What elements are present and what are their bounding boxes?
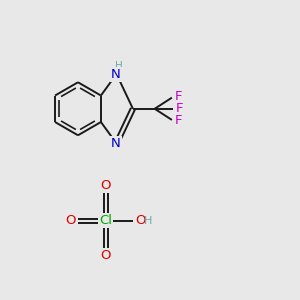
Text: F: F: [175, 90, 182, 103]
Text: N: N: [111, 68, 121, 81]
Text: O: O: [100, 249, 111, 262]
Text: H: H: [144, 216, 153, 226]
Text: F: F: [175, 114, 182, 128]
Text: O: O: [100, 179, 111, 192]
Text: H: H: [115, 61, 122, 71]
Text: O: O: [66, 214, 76, 227]
Text: N: N: [111, 137, 121, 150]
Text: F: F: [176, 102, 183, 115]
Text: O: O: [135, 214, 146, 227]
Text: Cl: Cl: [99, 214, 112, 227]
